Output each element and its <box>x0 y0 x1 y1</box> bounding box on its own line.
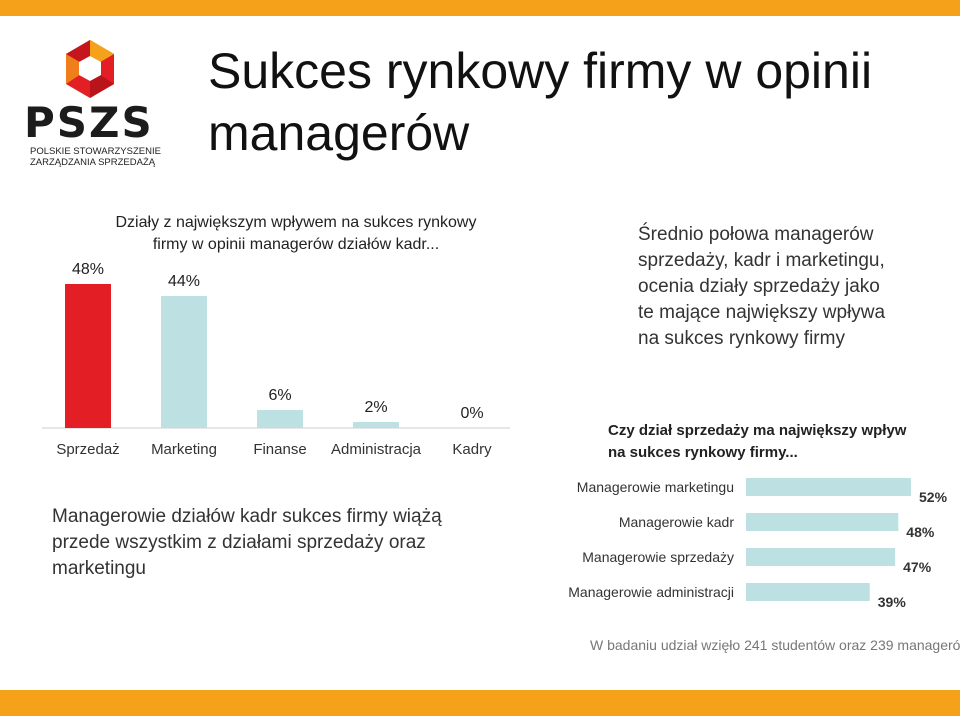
bar-chart-title: Działy z największym wpływem na sukces r… <box>115 214 477 253</box>
bottom-accent-bar <box>0 690 960 716</box>
department-bar-chart: 48% Sprzedaż 44% Marketing 6% Finanse 2% Admini… <box>42 261 510 458</box>
bar-value-label: 48% <box>72 261 104 278</box>
hbar-category-label: Managerowie sprzedaży <box>582 549 734 565</box>
hbar <box>746 583 870 601</box>
pszs-logo: PSZS POLSKIE STOWARZYSZENIE ZARZĄDZANIA … <box>24 38 164 168</box>
managers-hbar-chart: Managerowie marketingu 52% Managerowie kad… <box>568 478 948 610</box>
logo-wordmark: PSZS <box>24 98 154 147</box>
category-label: Administracja <box>331 441 422 458</box>
category-label: Kadry <box>452 441 492 458</box>
bar-value-label: 2% <box>364 399 387 416</box>
logo-subtitle-line2: ZARZĄDZANIA SPRZEDAŻĄ <box>30 157 156 168</box>
hbar-value-label: 48% <box>906 524 935 540</box>
hr-managers-summary: Managerowie działów kadr sukces firmy wi… <box>52 506 442 579</box>
top-accent-bar <box>0 0 960 16</box>
logo-subtitle-line1: POLSKIE STOWARZYSZENIE <box>30 146 161 157</box>
hbar-value-label: 47% <box>903 559 932 575</box>
page-title: Sukces rynkowy firmy w opinii managerów <box>208 43 873 161</box>
hbar <box>746 478 911 496</box>
bar-value-label: 0% <box>460 405 483 422</box>
bar <box>257 410 303 428</box>
hbar <box>746 548 896 566</box>
category-label: Finanse <box>253 441 306 458</box>
hbar-chart-title: Czy dział sprzedaży ma największy wpływ … <box>608 422 907 461</box>
average-managers-summary: Średnio połowa managerów sprzedaży, kadr… <box>638 224 886 349</box>
category-label: Marketing <box>151 441 217 458</box>
category-label: Sprzedaż <box>56 441 119 458</box>
study-footnote: W badaniu udział wzięło 241 studentów or… <box>590 637 960 653</box>
hbar-category-label: Managerowie kadr <box>619 514 735 530</box>
bar <box>161 296 207 428</box>
hbar-value-label: 39% <box>878 594 907 610</box>
hbar-category-label: Managerowie administracji <box>568 584 734 600</box>
hbar-value-label: 52% <box>919 489 948 505</box>
bar <box>353 422 399 428</box>
bar-value-label: 6% <box>268 387 291 404</box>
bar <box>65 284 111 428</box>
logo-mark-icon <box>66 40 114 98</box>
hbar <box>746 513 899 531</box>
hbar-category-label: Managerowie marketingu <box>577 479 734 495</box>
bar-value-label: 44% <box>168 273 200 290</box>
